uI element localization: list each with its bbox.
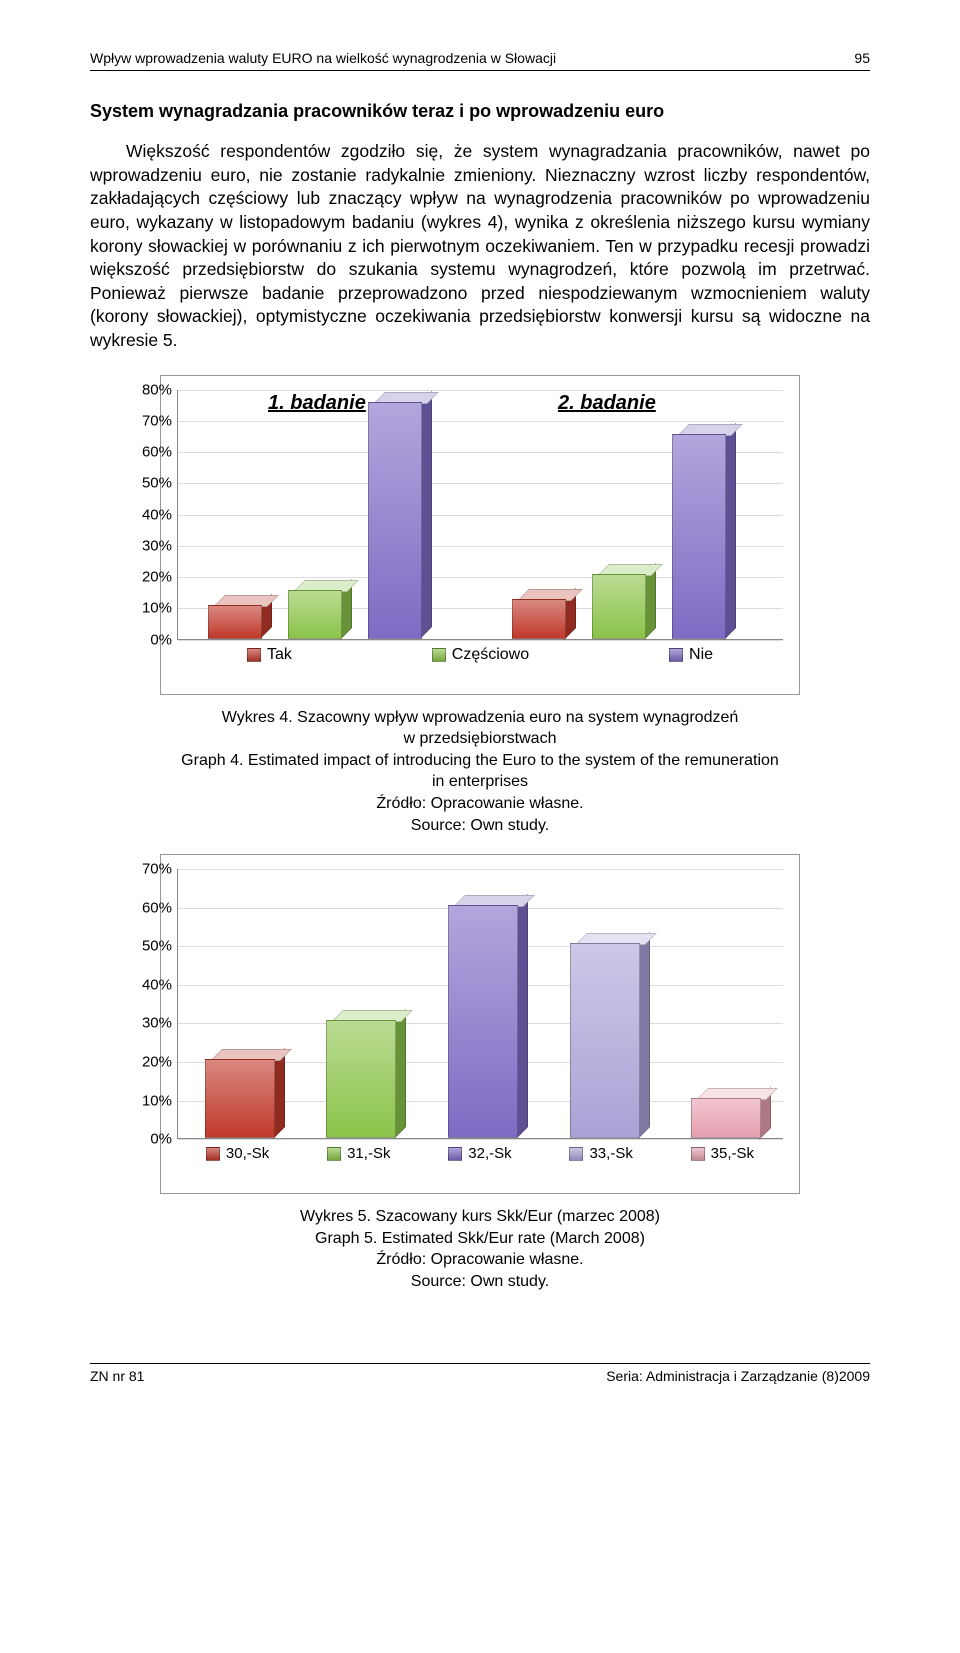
legend-item-nie: Nie — [669, 646, 713, 664]
chart-5-caption: Wykres 5. Szacowany kurs Skk/Eur (marzec… — [90, 1206, 870, 1292]
footer-right: Seria: Administracja i Zarządzanie (8)20… — [606, 1368, 870, 1384]
footer-left: ZN nr 81 — [90, 1368, 144, 1384]
caption-line: Źródło: Opracowanie własne. — [376, 1251, 583, 1268]
ytick: 60% — [142, 899, 172, 916]
chart-4-series1-title: 1. badanie — [268, 392, 366, 415]
bar — [448, 897, 526, 1138]
ytick: 70% — [142, 861, 172, 878]
legend-item-tak: Tak — [247, 646, 292, 664]
running-head-page: 95 — [854, 50, 870, 66]
ytick: 40% — [142, 506, 172, 523]
bar — [326, 1012, 404, 1138]
ytick: 50% — [142, 938, 172, 955]
running-head-left: Wpływ wprowadzenia waluty EURO na wielko… — [90, 50, 556, 66]
ytick: 10% — [142, 1092, 172, 1109]
caption-line: Wykres 5. Szacowany kurs Skk/Eur (marzec… — [300, 1208, 660, 1225]
swatch-icon — [327, 1147, 341, 1161]
swatch-icon — [247, 648, 261, 662]
chart-4: 1. badanie 2. badanie 0%10%20%30%40%50%6… — [160, 375, 800, 695]
caption-line: Wykres 4. Szacowny wpływ wprowadzenia eu… — [222, 709, 739, 726]
page-footer: ZN nr 81 Seria: Administracja i Zarządza… — [90, 1363, 870, 1384]
legend-label: Tak — [267, 646, 292, 664]
legend-label: 33,-Sk — [589, 1145, 632, 1162]
caption-line: in enterprises — [432, 773, 528, 790]
legend-label: Częściowo — [452, 646, 529, 664]
bar — [592, 566, 654, 639]
bar — [672, 426, 734, 639]
caption-line: Source: Own study. — [411, 817, 549, 834]
ytick: 40% — [142, 976, 172, 993]
bar — [512, 591, 574, 639]
swatch-icon — [569, 1147, 583, 1161]
bar — [208, 597, 270, 638]
chart-5: 0%10%20%30%40%50%60%70% 30,-Sk 31,-Sk 32,-… — [160, 854, 800, 1194]
bar — [205, 1051, 283, 1138]
chart-5-plot: 0%10%20%30%40%50%60%70% — [177, 869, 783, 1139]
legend-item: 35,-Sk — [691, 1145, 754, 1162]
ytick: 20% — [142, 1054, 172, 1071]
ytick: 80% — [142, 381, 172, 398]
caption-line: Źródło: Opracowanie własne. — [376, 795, 583, 812]
legend-item: 33,-Sk — [569, 1145, 632, 1162]
legend-label: Nie — [689, 646, 713, 664]
section-title: System wynagradzania pracowników teraz i… — [90, 101, 870, 122]
legend-label: 31,-Sk — [347, 1145, 390, 1162]
legend-label: 35,-Sk — [711, 1145, 754, 1162]
ytick: 0% — [150, 631, 172, 648]
caption-line: Graph 5. Estimated Skk/Eur rate (March 2… — [315, 1230, 645, 1247]
ytick: 10% — [142, 600, 172, 617]
ytick: 30% — [142, 537, 172, 554]
ytick: 0% — [150, 1131, 172, 1148]
bar — [288, 582, 350, 639]
legend-item: 31,-Sk — [327, 1145, 390, 1162]
swatch-icon — [669, 648, 683, 662]
caption-line: Graph 4. Estimated impact of introducing… — [181, 752, 779, 769]
ytick: 50% — [142, 475, 172, 492]
swatch-icon — [691, 1147, 705, 1161]
bar — [368, 394, 430, 638]
chart-5-legend: 30,-Sk 31,-Sk 32,-Sk 33,-Sk 35,-Sk — [177, 1145, 783, 1162]
ytick: 70% — [142, 412, 172, 429]
chart-4-caption: Wykres 4. Szacowny wpływ wprowadzenia eu… — [90, 707, 870, 837]
bar — [570, 935, 648, 1138]
legend-item: 30,-Sk — [206, 1145, 269, 1162]
bar — [691, 1090, 769, 1139]
swatch-icon — [448, 1147, 462, 1161]
legend-label: 32,-Sk — [468, 1145, 511, 1162]
legend-item: 32,-Sk — [448, 1145, 511, 1162]
chart-4-plot: 1. badanie 2. badanie 0%10%20%30%40%50%6… — [177, 390, 783, 640]
chart-4-series2-title: 2. badanie — [558, 392, 656, 415]
legend-label: 30,-Sk — [226, 1145, 269, 1162]
ytick: 30% — [142, 1015, 172, 1032]
ytick: 60% — [142, 444, 172, 461]
swatch-icon — [432, 648, 446, 662]
legend-item-czesciowo: Częściowo — [432, 646, 529, 664]
chart-4-legend: Tak Częściowo Nie — [177, 646, 783, 664]
running-head: Wpływ wprowadzenia waluty EURO na wielko… — [90, 50, 870, 71]
caption-line: Source: Own study. — [411, 1273, 549, 1290]
caption-line: w przedsiębiorstwach — [404, 730, 557, 747]
body-paragraph: Większość respondentów zgodziło się, że … — [90, 140, 870, 353]
swatch-icon — [206, 1147, 220, 1161]
ytick: 20% — [142, 569, 172, 586]
